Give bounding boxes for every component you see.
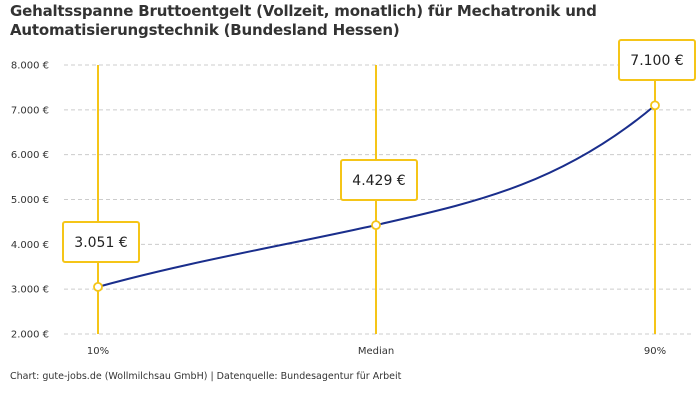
y-tick-label: 5.000 €	[11, 195, 49, 206]
y-tick-label: 7.000 €	[11, 105, 49, 116]
y-tick-label: 8.000 €	[11, 61, 49, 72]
data-label: 4.429 €	[352, 173, 405, 189]
data-point	[650, 100, 660, 111]
data-point	[371, 220, 381, 230]
y-tick-label: 6.000 €	[11, 150, 49, 161]
y-tick-label: 2.000 €	[11, 330, 49, 341]
data-label: 3.051 €	[74, 235, 127, 251]
data-point	[93, 281, 103, 292]
data-label: 7.100 €	[630, 53, 683, 69]
chart-title: Gehaltsspanne Bruttoentgelt (Vollzeit, m…	[10, 2, 597, 39]
data-label-box	[62, 221, 140, 263]
data-label-box	[618, 39, 696, 81]
x-tick-label: 90%	[644, 346, 666, 357]
y-tick-label: 4.000 €	[11, 240, 49, 251]
y-tick-label: 3.000 €	[11, 285, 49, 296]
data-label-box	[340, 159, 418, 201]
x-tick-label: Median	[358, 346, 394, 357]
x-tick-label: 10%	[87, 346, 109, 357]
chart-credit: Chart: gute-jobs.de (Wollmilchsau GmbH) …	[10, 371, 402, 382]
